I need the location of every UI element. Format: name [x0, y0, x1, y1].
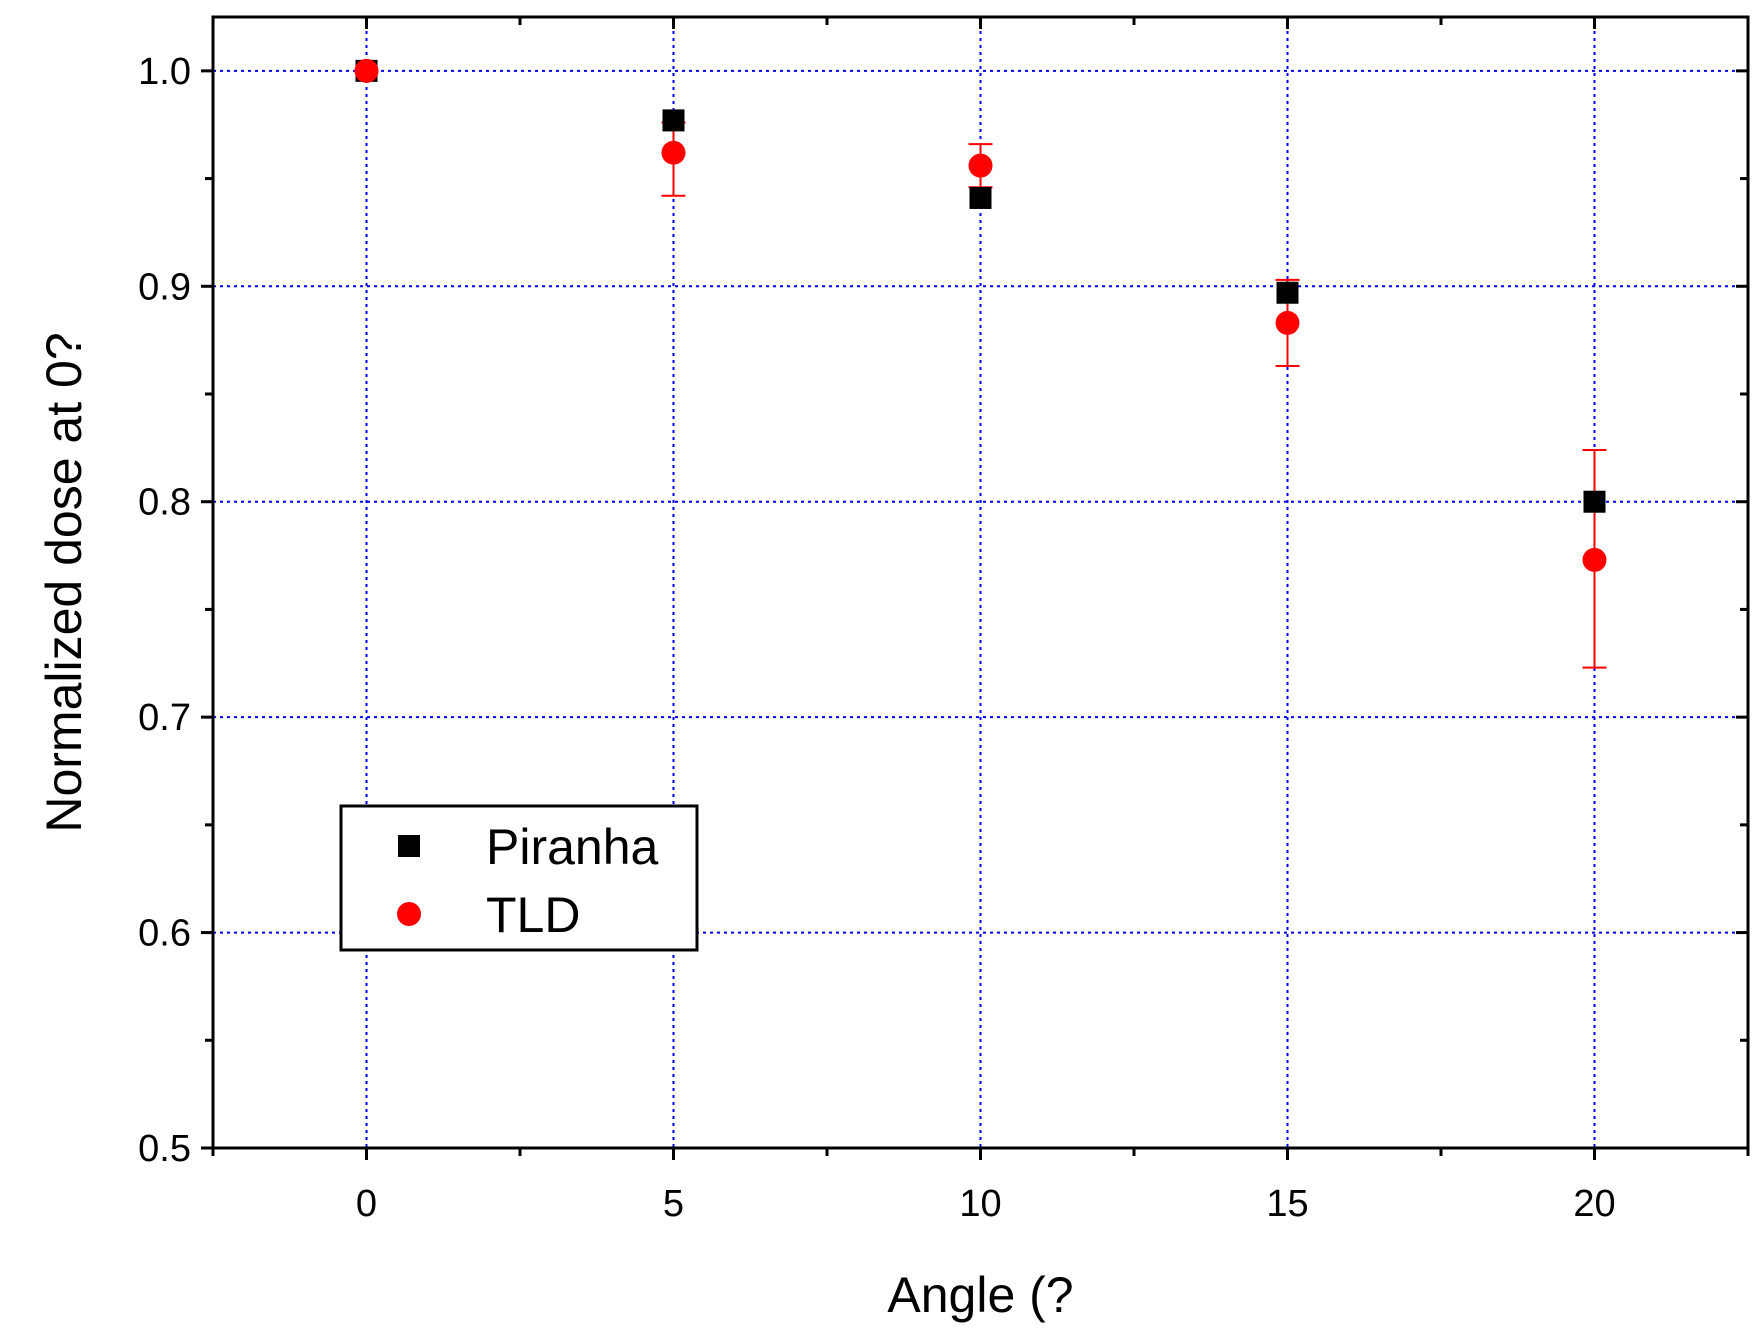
- point-piranha: [662, 109, 685, 132]
- legend-marker-piranha: [398, 835, 420, 857]
- y-tick-label: 0.5: [138, 1128, 191, 1170]
- y-tick-label: 0.8: [138, 482, 191, 524]
- legend-label-piranha: Piranha: [486, 819, 659, 875]
- point-piranha: [969, 186, 992, 209]
- y-axis-title: Normalized dose at 0?: [36, 332, 92, 832]
- legend-box: [339, 804, 699, 952]
- point-tld: [661, 140, 686, 165]
- plot-frame: [211, 15, 1750, 1150]
- legend: Piranha TLD: [339, 804, 699, 952]
- legend-label-tld: TLD: [486, 887, 580, 943]
- point-piranha: [1583, 490, 1606, 513]
- point-piranha: [1276, 281, 1299, 304]
- x-tick-label: 20: [1573, 1183, 1615, 1225]
- tick-labels: 0 5 10 15 20 0.5 0.6 0.7 0.8 0.9 1.0: [138, 51, 1615, 1225]
- y-tick-label: 0.7: [138, 697, 191, 739]
- y-tick-label: 1.0: [138, 51, 191, 93]
- x-axis-title: Angle (?: [887, 1267, 1073, 1323]
- point-tld: [968, 153, 993, 178]
- x-tick-label: 10: [959, 1183, 1001, 1225]
- x-tick-label: 0: [356, 1183, 377, 1225]
- point-tld: [1275, 310, 1300, 335]
- legend-marker-tld: [397, 902, 421, 926]
- x-tick-label: 15: [1266, 1183, 1308, 1225]
- y-tick-label: 0.9: [138, 266, 191, 308]
- point-tld: [354, 58, 379, 83]
- point-tld: [1582, 547, 1607, 572]
- data-points: [354, 58, 1607, 572]
- x-tick-label: 5: [663, 1183, 684, 1225]
- y-tick-label: 0.6: [138, 913, 191, 955]
